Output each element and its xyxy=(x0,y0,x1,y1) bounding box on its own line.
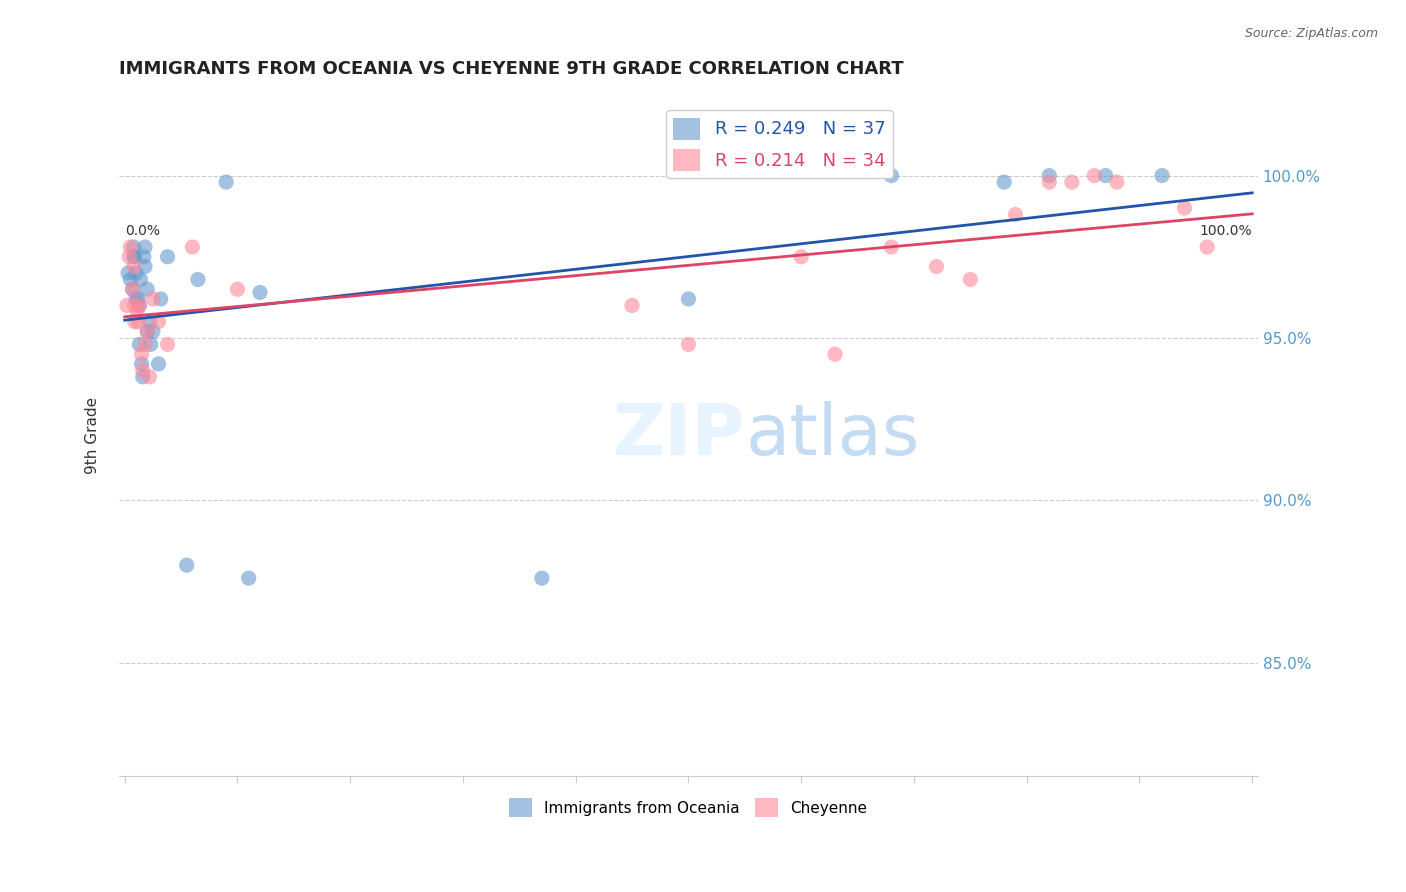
Point xyxy=(139,337,162,351)
Point xyxy=(120,272,142,286)
Point xyxy=(138,315,160,329)
Point xyxy=(993,175,1015,189)
Point xyxy=(127,292,149,306)
Point xyxy=(148,315,170,329)
Point xyxy=(925,260,948,274)
Legend: Immigrants from Oceania, Cheyenne: Immigrants from Oceania, Cheyenne xyxy=(503,792,873,823)
Point xyxy=(790,250,813,264)
Point xyxy=(1173,201,1195,215)
Point xyxy=(128,337,150,351)
Point xyxy=(120,240,142,254)
Text: 0.0%: 0.0% xyxy=(125,224,160,238)
Point xyxy=(131,347,153,361)
Point xyxy=(1004,208,1026,222)
Point xyxy=(136,325,159,339)
Point xyxy=(134,240,156,254)
Point xyxy=(132,250,155,264)
Point xyxy=(238,571,260,585)
Point xyxy=(127,315,149,329)
Point xyxy=(132,369,155,384)
Point xyxy=(1197,240,1219,254)
Text: ZIP: ZIP xyxy=(613,401,745,470)
Point xyxy=(176,558,198,573)
Point xyxy=(127,305,149,319)
Point xyxy=(136,282,159,296)
Point xyxy=(121,282,143,296)
Point xyxy=(122,240,145,254)
Point xyxy=(118,250,141,264)
Point xyxy=(678,337,700,351)
Point xyxy=(1150,169,1173,183)
Point xyxy=(125,266,148,280)
Text: atlas: atlas xyxy=(745,401,920,470)
Point xyxy=(124,250,146,264)
Point xyxy=(122,250,145,264)
Point xyxy=(678,292,700,306)
Point xyxy=(181,240,204,254)
Point xyxy=(122,260,145,274)
Point xyxy=(134,260,156,274)
Point xyxy=(149,292,172,306)
Point xyxy=(132,363,155,377)
Y-axis label: 9th Grade: 9th Grade xyxy=(86,397,100,474)
Point xyxy=(124,315,146,329)
Point xyxy=(142,292,165,306)
Point xyxy=(1060,175,1083,189)
Point xyxy=(1094,169,1116,183)
Point xyxy=(134,337,156,351)
Point xyxy=(129,272,152,286)
Text: Source: ZipAtlas.com: Source: ZipAtlas.com xyxy=(1244,27,1378,40)
Point xyxy=(128,298,150,312)
Point xyxy=(115,298,138,312)
Point xyxy=(880,169,903,183)
Point xyxy=(117,266,139,280)
Point xyxy=(142,325,165,339)
Point xyxy=(156,250,179,264)
Point xyxy=(226,282,249,296)
Point xyxy=(530,571,553,585)
Point xyxy=(125,292,148,306)
Point xyxy=(156,337,179,351)
Point xyxy=(215,175,238,189)
Point xyxy=(880,240,903,254)
Point xyxy=(1038,169,1060,183)
Point xyxy=(187,272,209,286)
Point xyxy=(138,369,160,384)
Text: IMMIGRANTS FROM OCEANIA VS CHEYENNE 9TH GRADE CORRELATION CHART: IMMIGRANTS FROM OCEANIA VS CHEYENNE 9TH … xyxy=(120,60,904,78)
Point xyxy=(121,282,143,296)
Text: 100.0%: 100.0% xyxy=(1199,224,1253,238)
Point xyxy=(959,272,981,286)
Point xyxy=(1105,175,1128,189)
Point xyxy=(131,357,153,371)
Point xyxy=(824,347,846,361)
Point xyxy=(621,298,644,312)
Point xyxy=(124,298,146,312)
Point xyxy=(148,357,170,371)
Point xyxy=(249,285,271,300)
Point xyxy=(1038,175,1060,189)
Point xyxy=(128,298,150,312)
Point xyxy=(136,325,159,339)
Point xyxy=(1083,169,1105,183)
